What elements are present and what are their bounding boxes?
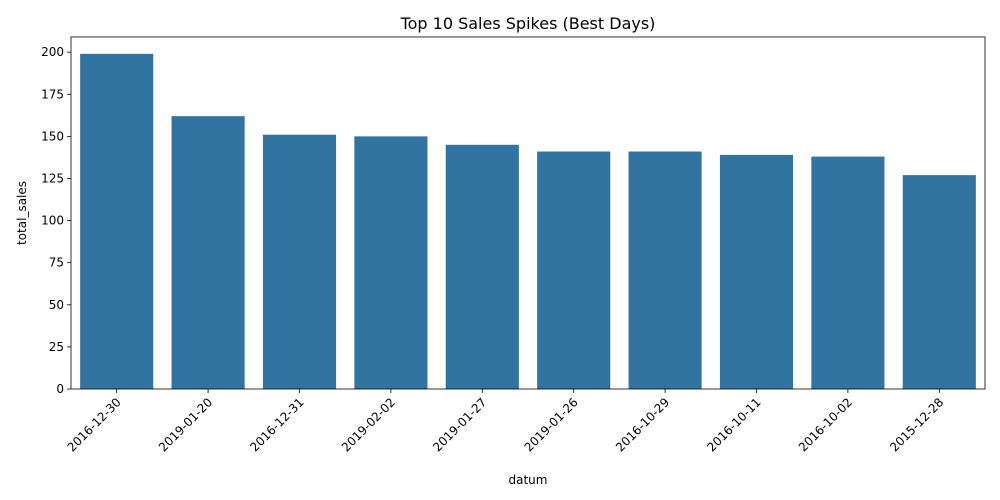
bar-2019-02-02 [354, 136, 428, 389]
x-tick-label: 2019-02-02 [339, 395, 398, 454]
bar-2019-01-27 [445, 144, 519, 389]
y-tick-label: 175 [41, 87, 64, 101]
y-axis-label: total_sales [15, 181, 29, 245]
bar-2016-10-02 [811, 156, 885, 389]
bar-2019-01-26 [537, 151, 611, 389]
x-tick-label: 2019-01-27 [430, 395, 489, 454]
y-tick-label: 50 [49, 298, 64, 312]
x-tick-label: 2019-01-26 [522, 395, 581, 454]
x-tick-label: 2016-10-02 [796, 395, 855, 454]
bars-layer [80, 53, 976, 390]
x-tick-label: 2019-01-20 [156, 395, 215, 454]
y-tick-label: 0 [56, 382, 64, 396]
y-tick-label: 125 [41, 171, 64, 185]
x-tick-label: 2016-10-29 [613, 395, 672, 454]
x-tick-label: 2016-10-11 [704, 395, 763, 454]
y-axis: 0 25 50 75 100 125 150 175 200 [41, 45, 71, 396]
x-tick-label: 2015-12-28 [887, 395, 946, 454]
x-tick-label: 2016-12-31 [247, 395, 306, 454]
y-tick-label: 150 [41, 129, 64, 143]
bar-2016-12-30 [80, 53, 154, 390]
chart-title: Top 10 Sales Spikes (Best Days) [400, 14, 656, 33]
bar-2015-12-28 [902, 175, 976, 389]
bar-2016-10-29 [628, 151, 702, 389]
bar-2016-10-11 [719, 154, 794, 389]
x-axis: 2016-12-30 2019-01-20 2016-12-31 2019-02-02… [65, 389, 946, 454]
bar-2016-12-31 [262, 134, 337, 389]
x-axis-label: datum [509, 473, 548, 487]
plot-frame [70, 36, 986, 390]
y-tick-label: 75 [49, 256, 64, 270]
x-tick-label: 2016-12-30 [65, 395, 124, 454]
y-tick-label: 100 [41, 214, 64, 228]
y-tick-label: 200 [41, 45, 64, 59]
bar-2019-01-20 [171, 116, 245, 389]
y-tick-label: 25 [49, 340, 64, 354]
